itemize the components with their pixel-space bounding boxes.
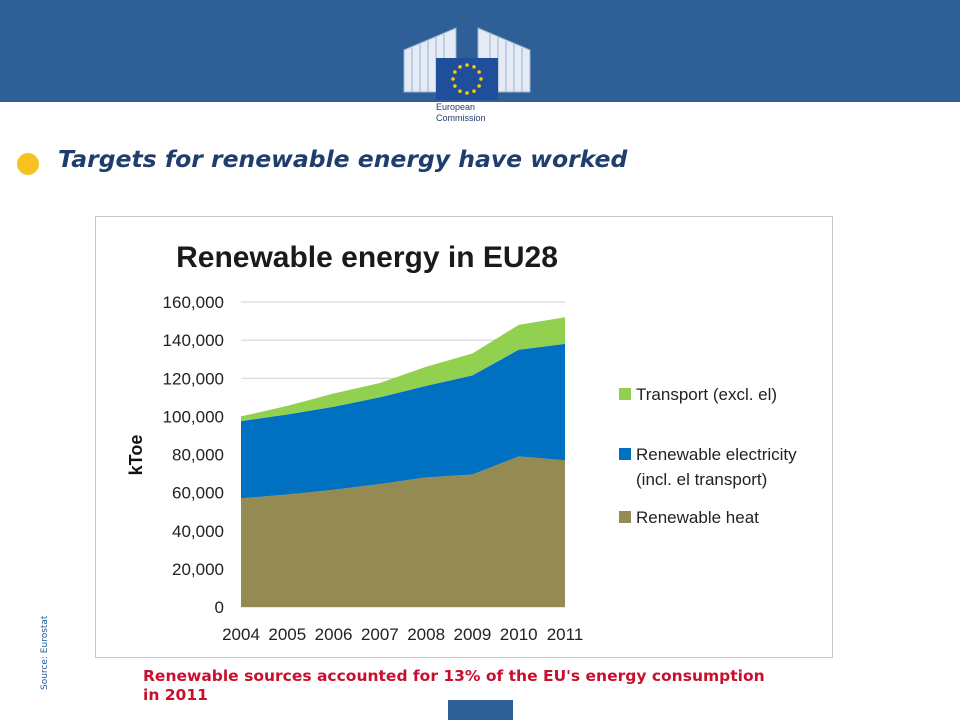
chart-frame: Renewable energy in EU28 0 20,000 40,000 60… (95, 216, 833, 658)
y-tick-label: 40,000 (172, 522, 224, 541)
x-tick-label: 2008 (407, 625, 445, 644)
chart: Renewable energy in EU28 0 20,000 40,000 60… (126, 241, 797, 644)
y-tick-label: 100,000 (163, 407, 224, 426)
logo-text-line: European (436, 102, 476, 112)
european-commission-logo: European Commission (400, 22, 534, 134)
caption: Renewable sources accounted for 13% of t… (143, 667, 765, 704)
y-tick-label: 20,000 (172, 560, 224, 579)
eu-star-icon (472, 65, 476, 69)
area-series (241, 456, 565, 607)
y-tick-label: 120,000 (163, 369, 224, 388)
eu-star-icon (465, 63, 469, 67)
footer-tab (448, 700, 513, 720)
x-tick-label: 2011 (547, 625, 584, 644)
y-tick-label: 0 (215, 598, 224, 617)
y-tick-label: 160,000 (163, 293, 224, 312)
eu-star-icon (472, 89, 476, 93)
logo-text-line: Commission (436, 113, 486, 123)
legend-swatch (619, 448, 631, 460)
legend-label: Transport (excl. el) (636, 385, 777, 404)
eu-star-icon (477, 70, 481, 74)
y-tick-label: 140,000 (163, 331, 224, 350)
eu-star-icon (453, 84, 457, 88)
legend-swatch (619, 511, 631, 523)
x-tick-label: 2006 (315, 625, 353, 644)
eu-star-icon (458, 65, 462, 69)
logo-graphic (403, 27, 531, 100)
legend-label: (incl. el transport) (636, 470, 767, 489)
legend-label: Renewable heat (636, 508, 759, 527)
area-series (241, 343, 565, 499)
area-series (241, 317, 565, 422)
x-tick-label: 2004 (222, 625, 260, 644)
y-tick-label: 60,000 (172, 484, 224, 503)
eu-star-icon (477, 84, 481, 88)
legend-label: Renewable electricity (636, 445, 797, 464)
eu-star-icon (465, 91, 469, 95)
slide-title: Targets for renewable energy have worked (58, 145, 628, 173)
x-tick-label: 2005 (268, 625, 306, 644)
x-tick-label: 2007 (361, 625, 399, 644)
eu-star-icon (451, 77, 455, 81)
y-axis-label: kToe (126, 435, 146, 476)
x-tick-label: 2009 (454, 625, 492, 644)
source-note: Source: Eurostat (40, 615, 50, 690)
eu-star-icon (458, 89, 462, 93)
legend-swatch (619, 388, 631, 400)
logo-text: European Commission (436, 102, 526, 124)
title-bullet-icon (17, 153, 39, 175)
eu-star-icon (453, 70, 457, 74)
y-tick-label: 80,000 (172, 446, 224, 465)
x-tick-label: 2010 (500, 625, 538, 644)
eu-star-icon (479, 77, 483, 81)
chart-title: Renewable energy in EU28 (176, 241, 558, 274)
